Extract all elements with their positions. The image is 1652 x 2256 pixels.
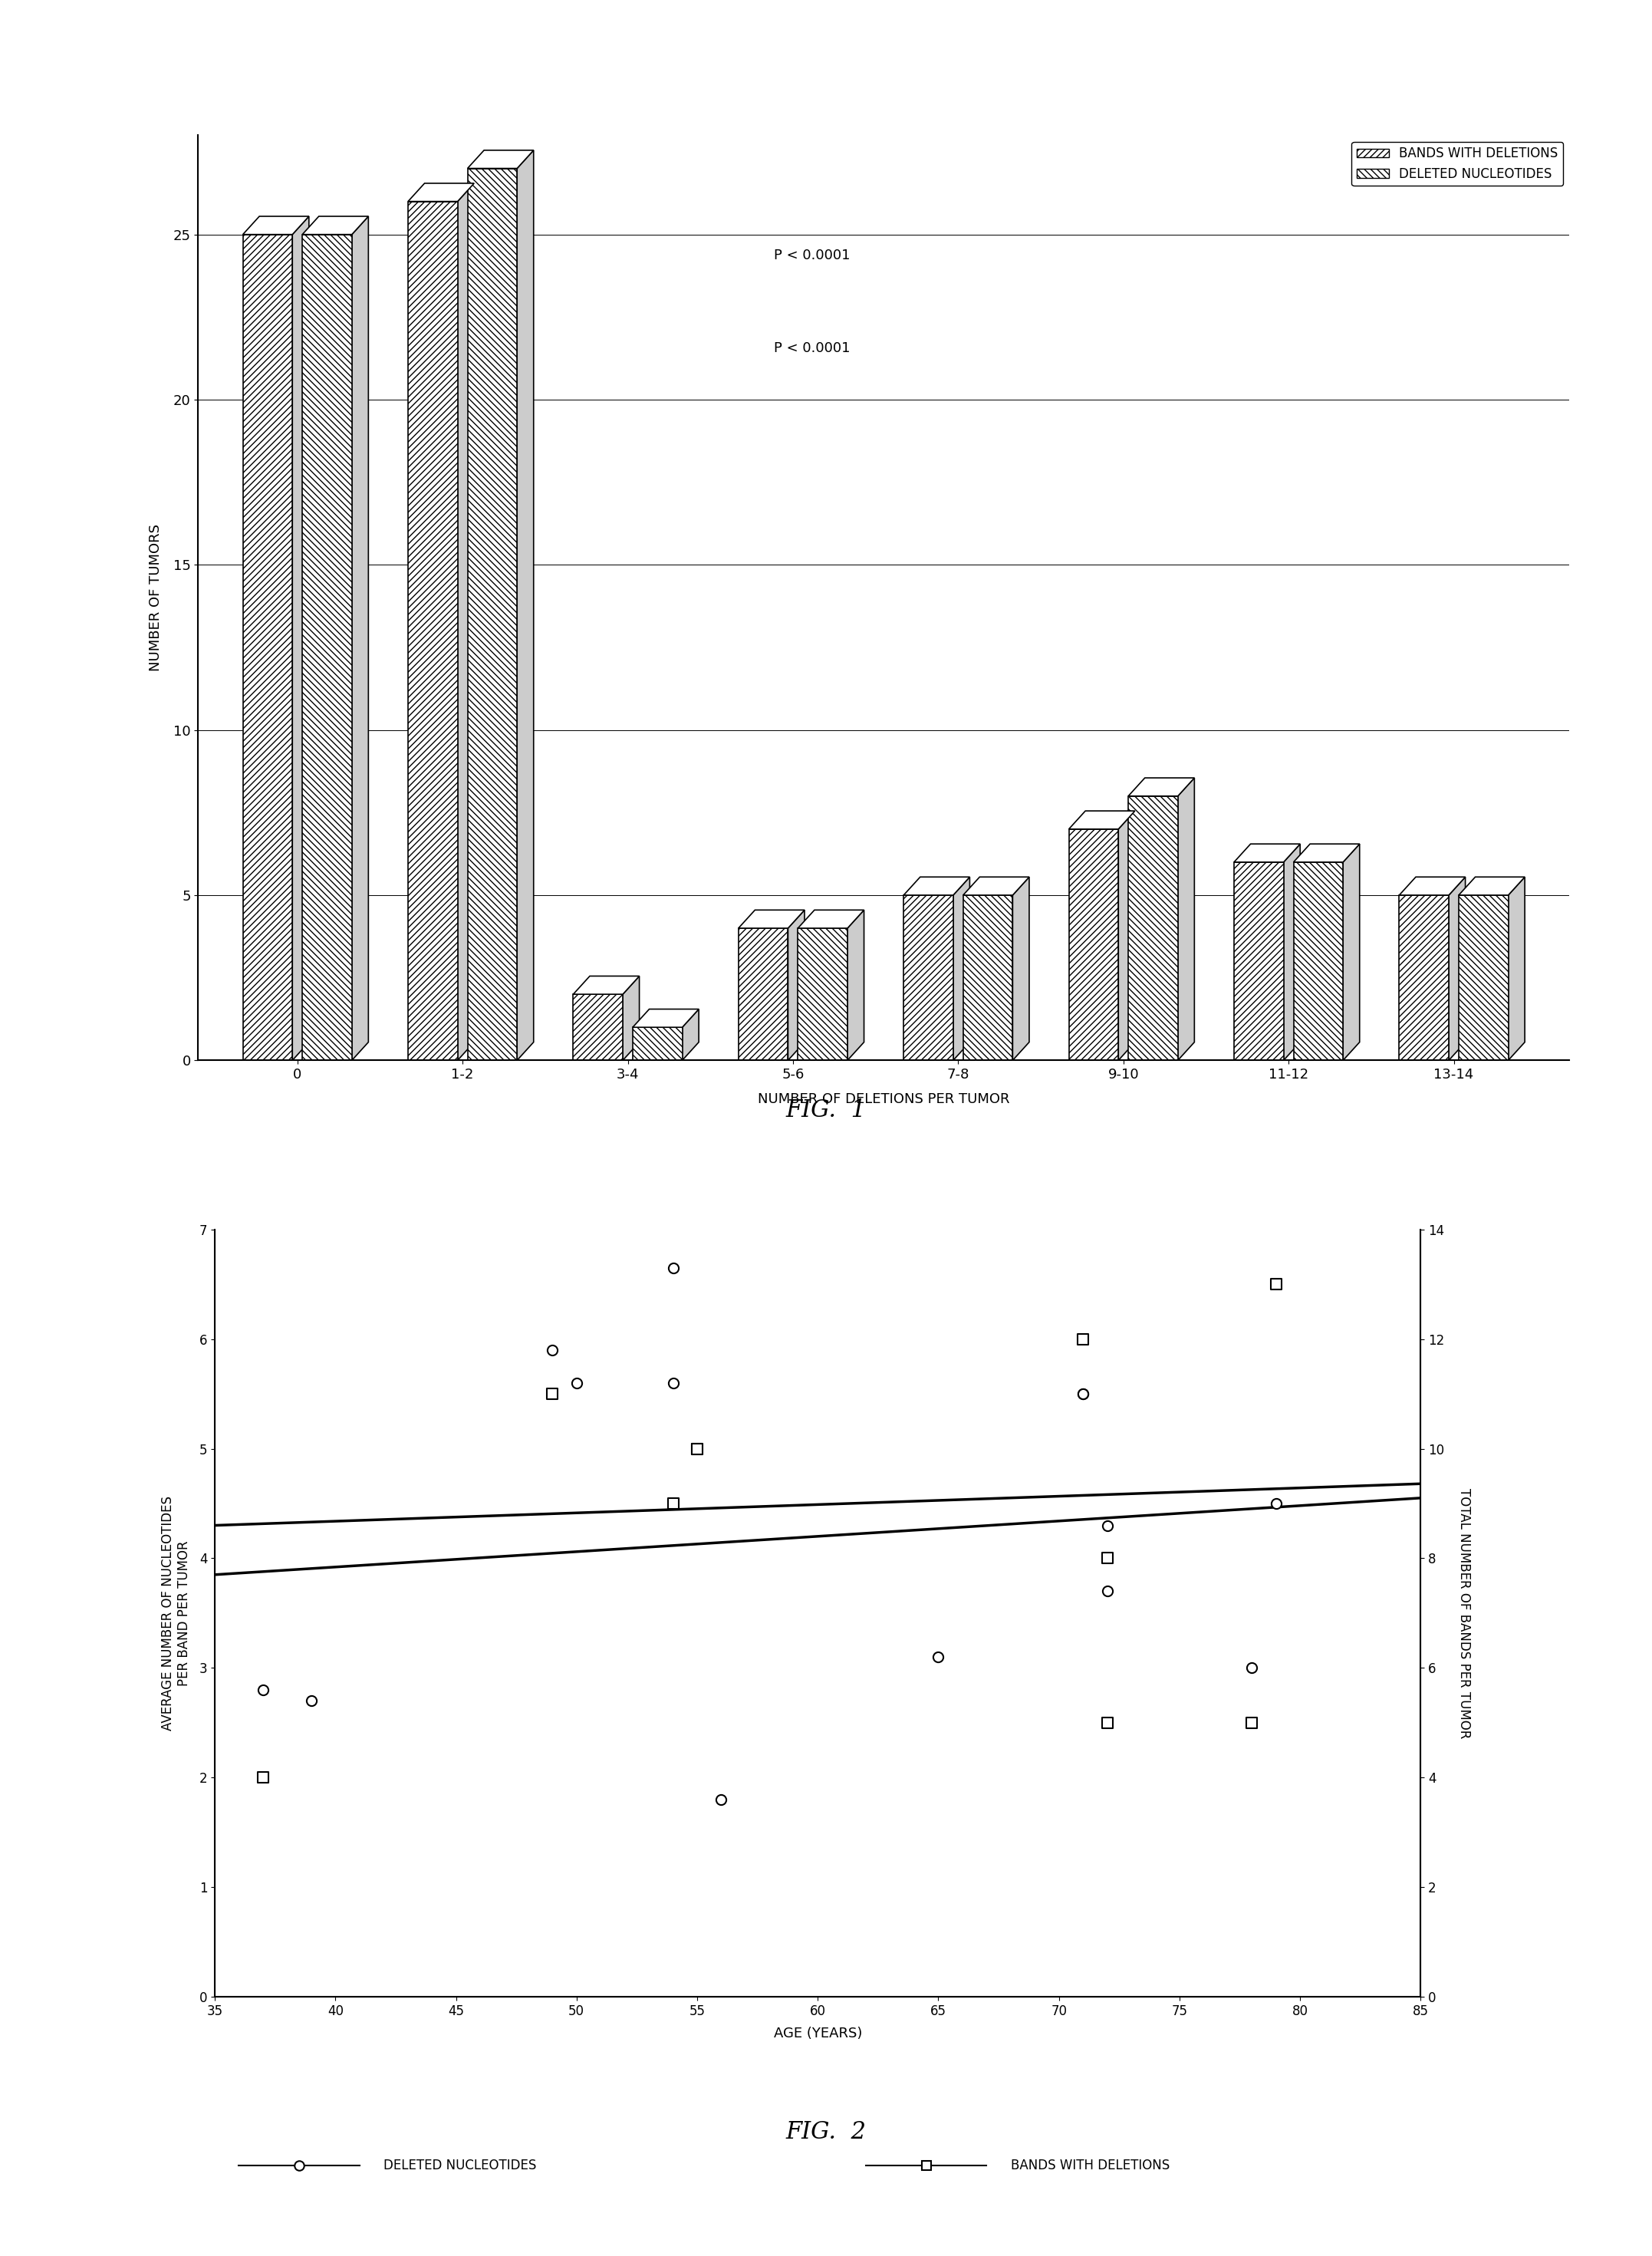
Polygon shape bbox=[953, 878, 970, 1060]
Polygon shape bbox=[1459, 878, 1525, 896]
Polygon shape bbox=[292, 217, 309, 1060]
Text: BANDS WITH DELETIONS: BANDS WITH DELETIONS bbox=[1011, 2159, 1170, 2173]
Polygon shape bbox=[963, 878, 1029, 896]
Polygon shape bbox=[798, 909, 864, 927]
Polygon shape bbox=[1128, 778, 1194, 796]
Point bbox=[925, 1638, 952, 1674]
Polygon shape bbox=[243, 235, 292, 1060]
Point bbox=[249, 1760, 276, 1796]
Polygon shape bbox=[738, 909, 805, 927]
Text: P < 0.0001: P < 0.0001 bbox=[775, 341, 851, 354]
Polygon shape bbox=[408, 183, 474, 201]
Polygon shape bbox=[1508, 878, 1525, 1060]
X-axis label: NUMBER OF DELETIONS PER TUMOR: NUMBER OF DELETIONS PER TUMOR bbox=[758, 1092, 1009, 1105]
Polygon shape bbox=[408, 201, 458, 1060]
Point bbox=[1239, 1706, 1265, 1742]
Polygon shape bbox=[458, 183, 474, 1060]
Point bbox=[1262, 1266, 1289, 1302]
Point bbox=[1239, 1649, 1265, 1685]
Polygon shape bbox=[573, 995, 623, 1060]
Text: FIG.  2: FIG. 2 bbox=[786, 2121, 866, 2143]
Point bbox=[1094, 1541, 1120, 1577]
Polygon shape bbox=[904, 896, 953, 1060]
Polygon shape bbox=[798, 927, 847, 1060]
Polygon shape bbox=[1284, 844, 1300, 1060]
Point bbox=[1094, 1572, 1120, 1609]
Polygon shape bbox=[1234, 844, 1300, 862]
Polygon shape bbox=[352, 217, 368, 1060]
Point bbox=[1070, 1376, 1097, 1412]
Polygon shape bbox=[302, 217, 368, 235]
Polygon shape bbox=[1399, 878, 1465, 896]
Point bbox=[1262, 1484, 1289, 1521]
Polygon shape bbox=[963, 896, 1013, 1060]
Polygon shape bbox=[1449, 878, 1465, 1060]
Polygon shape bbox=[633, 1026, 682, 1060]
Polygon shape bbox=[243, 217, 309, 235]
Point bbox=[539, 1331, 565, 1367]
Legend: BANDS WITH DELETIONS, DELETED NUCLEOTIDES: BANDS WITH DELETIONS, DELETED NUCLEOTIDE… bbox=[1351, 142, 1563, 185]
Point bbox=[659, 1484, 686, 1521]
Polygon shape bbox=[1128, 796, 1178, 1060]
Point bbox=[1094, 1706, 1120, 1742]
Polygon shape bbox=[1399, 896, 1449, 1060]
Polygon shape bbox=[682, 1008, 699, 1060]
Text: P < 0.0001: P < 0.0001 bbox=[775, 248, 851, 262]
Polygon shape bbox=[302, 235, 352, 1060]
Polygon shape bbox=[904, 878, 970, 896]
Polygon shape bbox=[788, 909, 805, 1060]
Polygon shape bbox=[1178, 778, 1194, 1060]
Point bbox=[1094, 1507, 1120, 1543]
Polygon shape bbox=[517, 151, 534, 1060]
Text: DELETED NUCLEOTIDES: DELETED NUCLEOTIDES bbox=[383, 2159, 537, 2173]
Y-axis label: AVERAGE NUMBER OF NUCLEOTIDES
PER BAND PER TUMOR: AVERAGE NUMBER OF NUCLEOTIDES PER BAND P… bbox=[160, 1496, 190, 1730]
Polygon shape bbox=[633, 1008, 699, 1026]
Polygon shape bbox=[1294, 844, 1360, 862]
Polygon shape bbox=[468, 169, 517, 1060]
Point bbox=[659, 1250, 686, 1286]
Point bbox=[684, 1430, 710, 1466]
Polygon shape bbox=[1013, 878, 1029, 1060]
Point bbox=[563, 1365, 590, 1401]
Polygon shape bbox=[847, 909, 864, 1060]
Point bbox=[539, 1376, 565, 1412]
Point bbox=[709, 1782, 735, 1818]
Polygon shape bbox=[1459, 896, 1508, 1060]
Polygon shape bbox=[1294, 862, 1343, 1060]
Point bbox=[297, 1683, 324, 1719]
Polygon shape bbox=[1234, 862, 1284, 1060]
Polygon shape bbox=[1069, 830, 1118, 1060]
Polygon shape bbox=[738, 927, 788, 1060]
Point bbox=[684, 1430, 710, 1466]
Polygon shape bbox=[468, 151, 534, 169]
Text: FIG.  1: FIG. 1 bbox=[786, 1099, 866, 1121]
Polygon shape bbox=[1118, 810, 1135, 1060]
Point bbox=[1070, 1376, 1097, 1412]
Polygon shape bbox=[623, 977, 639, 1060]
Point bbox=[1070, 1322, 1097, 1358]
Polygon shape bbox=[1069, 810, 1135, 830]
Point bbox=[249, 1672, 276, 1708]
Y-axis label: TOTAL NUMBER OF BANDS PER TUMOR: TOTAL NUMBER OF BANDS PER TUMOR bbox=[1457, 1489, 1470, 1737]
Polygon shape bbox=[573, 977, 639, 995]
Polygon shape bbox=[1343, 844, 1360, 1060]
X-axis label: AGE (YEARS): AGE (YEARS) bbox=[773, 2026, 862, 2039]
Y-axis label: NUMBER OF TUMORS: NUMBER OF TUMORS bbox=[149, 523, 162, 672]
Point bbox=[659, 1365, 686, 1401]
